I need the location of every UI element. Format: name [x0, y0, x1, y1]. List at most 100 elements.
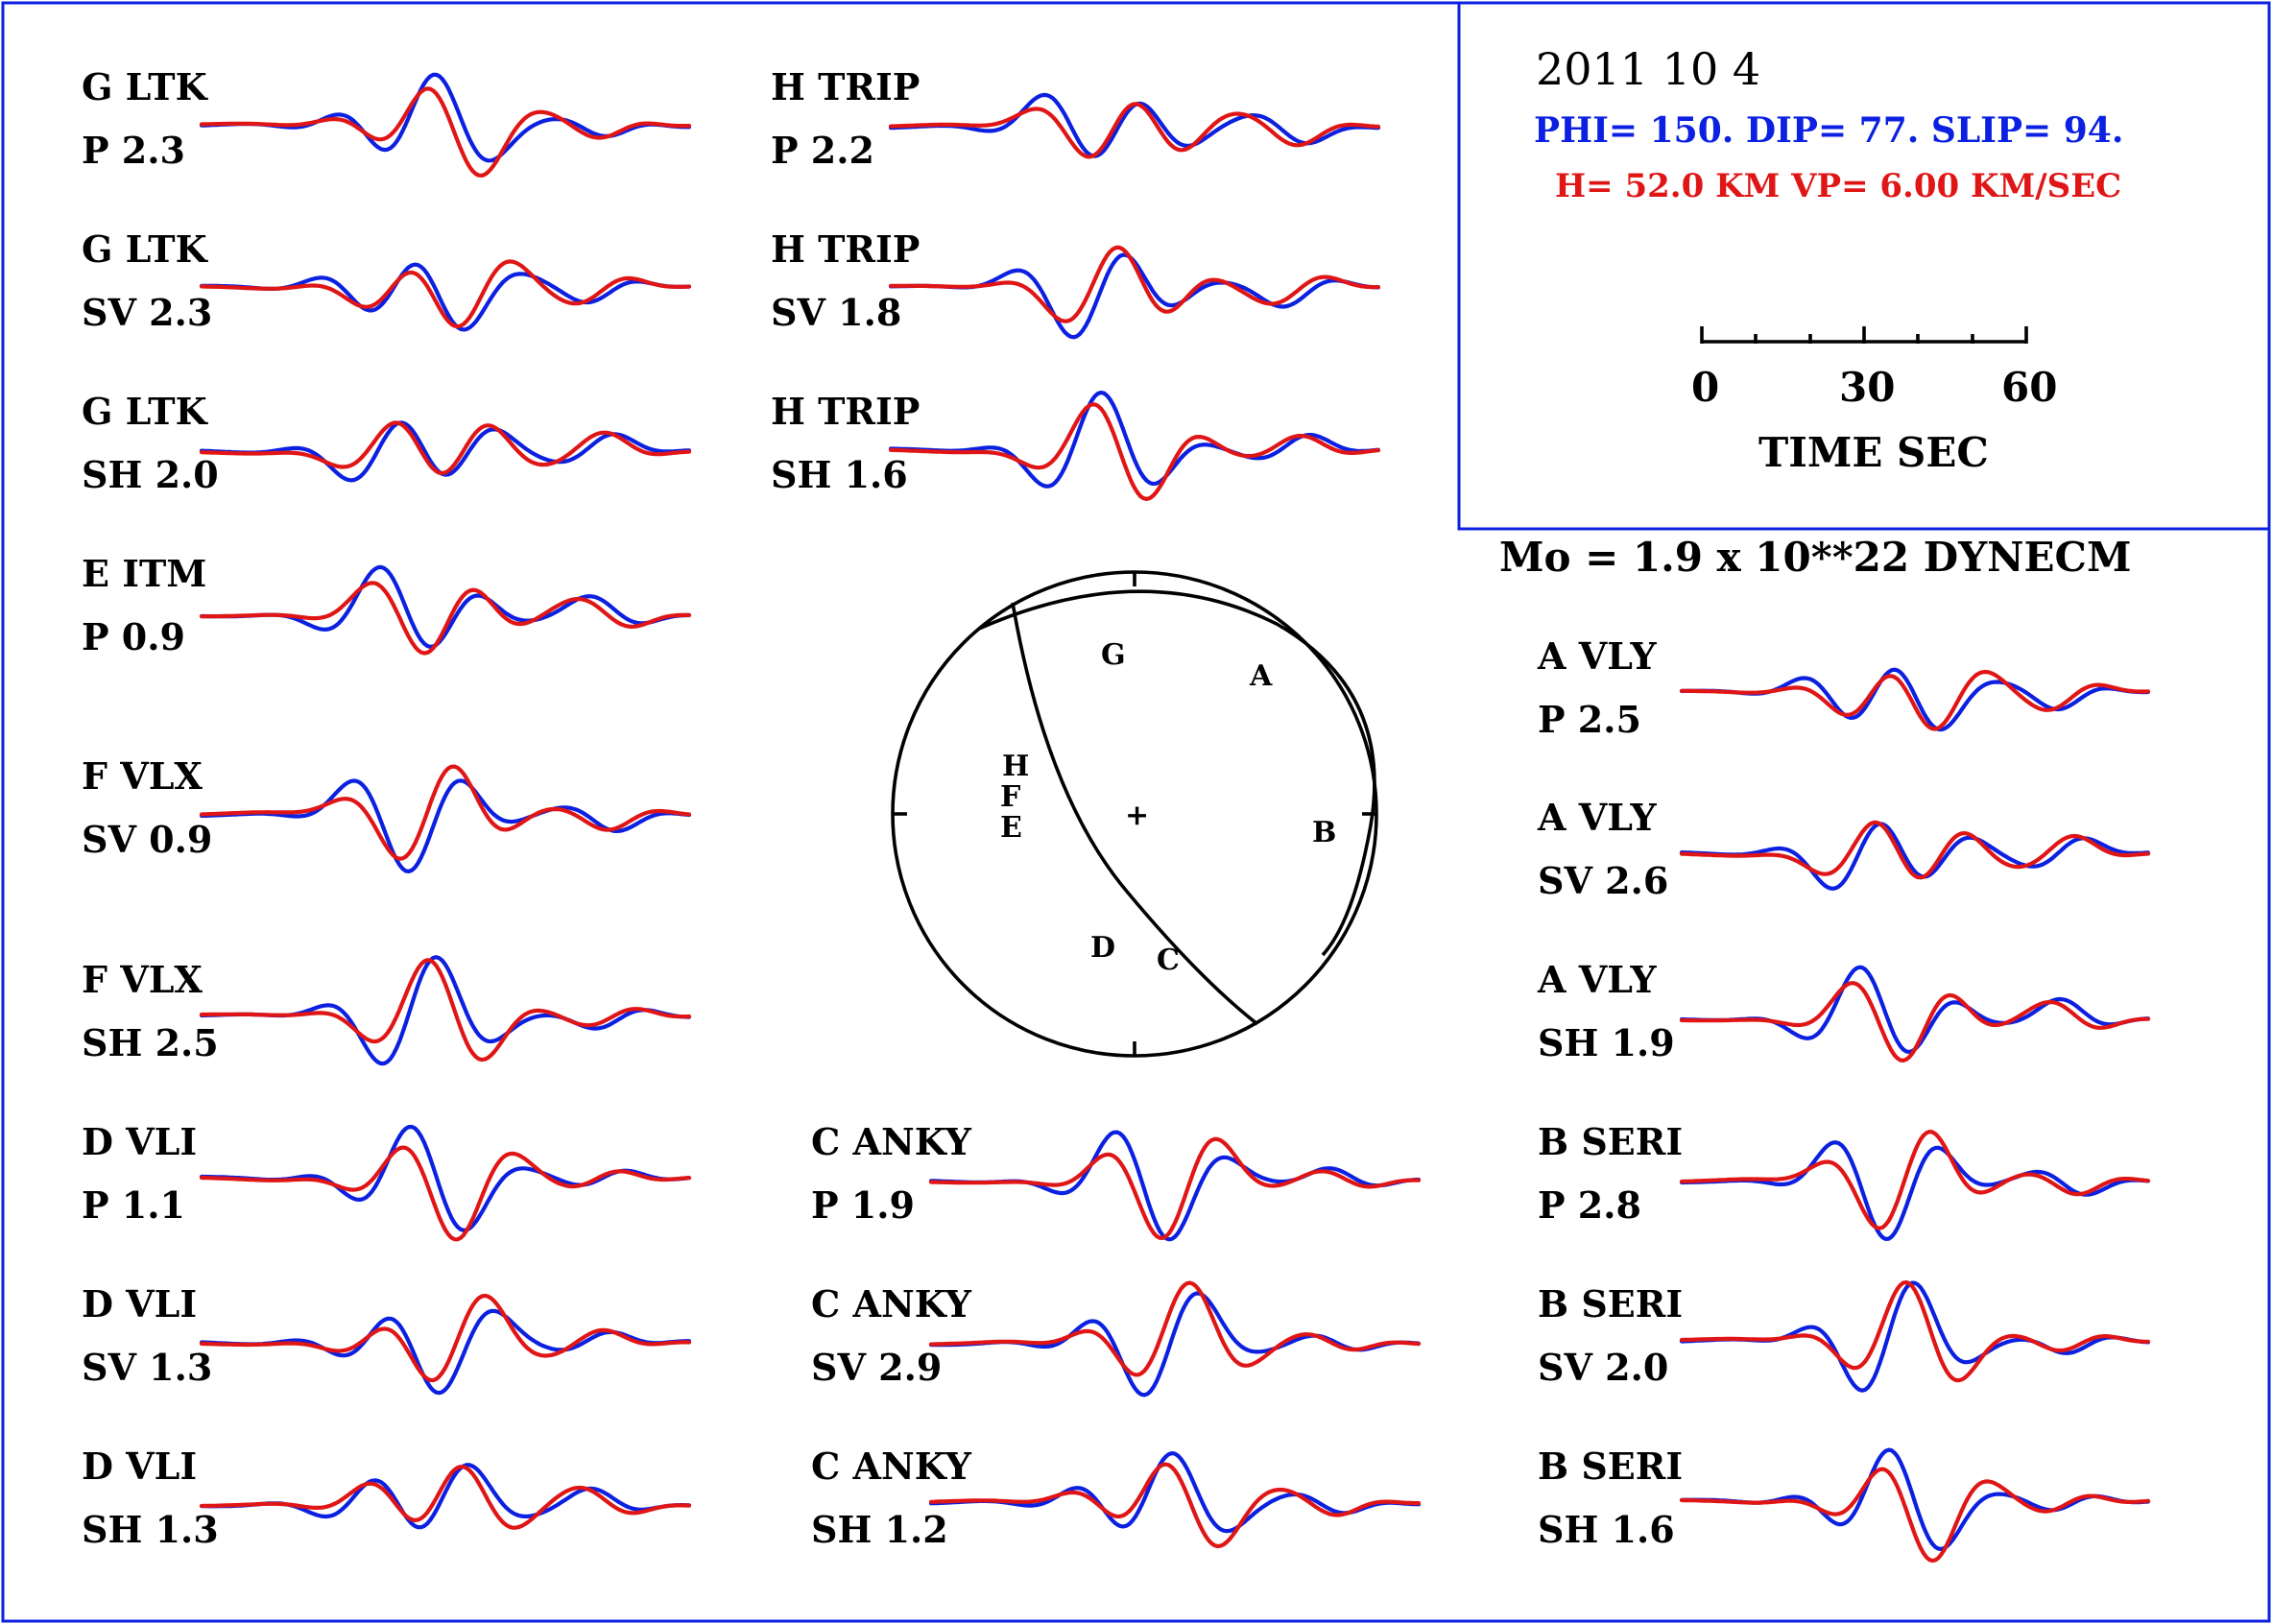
- trace-component-label: SV 1.8: [771, 291, 901, 334]
- trace-component-label: SV 2.0: [1538, 1346, 1668, 1389]
- observed-waveform: [1679, 667, 2151, 732]
- synthetic-waveform: [1679, 669, 2151, 731]
- observed-waveform: [199, 1463, 692, 1530]
- synthetic-waveform: [928, 1136, 1422, 1240]
- trace-station-label: D VLI: [82, 1120, 197, 1163]
- sphere-station-letter: A: [1249, 659, 1273, 693]
- trace-component-label: P 2.2: [771, 129, 874, 172]
- trace-station-label: G LTK: [82, 65, 209, 108]
- sphere-station-letter: H: [1002, 750, 1029, 783]
- observed-waveform: [199, 420, 692, 483]
- trace-station-label: H TRIP: [771, 390, 920, 433]
- observed-waveform: [888, 390, 1381, 489]
- observed-waveform: [1679, 1280, 2151, 1393]
- trace-station-label: B SERI: [1538, 1445, 1683, 1488]
- synthetic-waveform: [1679, 1130, 2151, 1230]
- synthetic-waveform: [199, 958, 692, 1063]
- scale-axis-label: TIME SEC: [1758, 429, 1989, 476]
- trace-station-label: H TRIP: [771, 227, 920, 271]
- trace-station-label: A VLY: [1537, 958, 1657, 1001]
- trace-station-label: H TRIP: [771, 65, 920, 108]
- nodal-plane: [1011, 602, 1259, 1026]
- synthetic-waveform: [888, 102, 1381, 159]
- seismic-moment: Mo = 1.9 x 10**22 DYNECM: [1499, 534, 2131, 581]
- synthetic-waveform: [199, 420, 692, 476]
- trace-component-label: SV 0.9: [82, 818, 212, 861]
- synthetic-waveform: [199, 1465, 692, 1530]
- scale-tick-label: 60: [2001, 364, 2057, 411]
- trace-station-label: C ANKY: [811, 1282, 972, 1325]
- trace-station-label: E ITM: [82, 552, 206, 595]
- waveform-traces: [199, 72, 2151, 1564]
- trace-station-label: F VLX: [82, 958, 203, 1001]
- trace-station-label: A VLY: [1537, 796, 1657, 839]
- trace-component-label: P 2.3: [82, 129, 185, 172]
- info-box: [1457, 1, 2271, 531]
- trace-component-label: P 2.5: [1538, 698, 1641, 741]
- synthetic-waveform: [928, 1462, 1422, 1549]
- trace-component-label: SV 2.6: [1538, 859, 1668, 902]
- synthetic-waveform: [199, 581, 692, 656]
- synthetic-waveform: [1679, 1467, 2151, 1564]
- observed-waveform: [199, 778, 692, 873]
- trace-station-label: A VLY: [1537, 634, 1657, 678]
- synthetic-waveform: [1679, 981, 2151, 1063]
- sphere-station-letter: F: [1000, 780, 1020, 814]
- synthetic-waveform: [1679, 1279, 2151, 1383]
- synthetic-waveform: [888, 245, 1381, 323]
- observed-waveform: [199, 955, 692, 1066]
- observed-waveform: [928, 1451, 1422, 1534]
- trace-component-label: P 0.9: [82, 615, 185, 658]
- observed-waveform: [1679, 1140, 2151, 1241]
- depth-velocity: H= 52.0 KM VP= 6.00 KM/SEC: [1555, 167, 2121, 205]
- sphere-station-letter: C: [1157, 943, 1180, 977]
- focal-sphere: +: [891, 570, 1378, 1058]
- trace-station-label: B SERI: [1538, 1120, 1683, 1163]
- trace-station-label: C ANKY: [811, 1120, 972, 1163]
- sphere-station-letter: E: [1000, 811, 1022, 845]
- trace-component-label: SV 2.9: [811, 1346, 942, 1389]
- trace-component-label: SH 1.3: [82, 1508, 219, 1551]
- synthetic-waveform: [888, 402, 1381, 501]
- trace-component-label: SV 1.3: [82, 1346, 212, 1389]
- sphere-center-mark: +: [1125, 799, 1149, 832]
- synthetic-waveform: [199, 1145, 692, 1242]
- trace-component-label: P 1.1: [82, 1183, 185, 1227]
- sphere-station-letter: G: [1101, 638, 1126, 672]
- trace-station-label: G LTK: [82, 227, 209, 271]
- synthetic-waveform: [199, 1293, 692, 1383]
- trace-component-label: SH 2.0: [82, 453, 219, 496]
- observed-waveform: [199, 1308, 692, 1396]
- time-scale-bar: [1700, 326, 2028, 344]
- trace-component-label: SH 1.6: [1538, 1508, 1675, 1551]
- synthetic-waveform: [199, 259, 692, 329]
- trace-station-label: G LTK: [82, 390, 209, 433]
- trace-component-label: P 2.8: [1538, 1183, 1641, 1227]
- nodal-plane: [978, 589, 1376, 957]
- trace-component-label: SV 2.3: [82, 291, 212, 334]
- trace-station-label: C ANKY: [811, 1445, 972, 1488]
- scale-tick-label: 0: [1691, 364, 1719, 411]
- scale-tick-label: 30: [1839, 364, 1895, 411]
- trace-station-label: D VLI: [82, 1282, 197, 1325]
- trace-component-label: SH 1.6: [771, 453, 908, 496]
- observed-waveform: [1679, 822, 2151, 891]
- trace-component-label: P 1.9: [811, 1183, 915, 1227]
- synthetic-waveform: [928, 1280, 1422, 1377]
- trace-component-label: SH 2.5: [82, 1021, 219, 1064]
- event-date: 2011 10 4: [1536, 43, 1760, 95]
- observed-waveform: [199, 72, 692, 163]
- synthetic-waveform: [199, 764, 692, 861]
- synthetic-waveform: [1679, 820, 2151, 880]
- mechanism-params: PHI= 150. DIP= 77. SLIP= 94.: [1534, 110, 2123, 151]
- trace-station-label: D VLI: [82, 1445, 197, 1488]
- sphere-station-letter: D: [1090, 931, 1115, 965]
- trace-station-label: F VLX: [82, 754, 203, 798]
- sphere-station-letter: B: [1312, 816, 1336, 849]
- trace-component-label: SH 1.9: [1538, 1021, 1675, 1064]
- trace-component-label: SH 1.2: [811, 1508, 948, 1551]
- synthetic-waveform: [199, 86, 692, 178]
- observed-waveform: [199, 564, 692, 649]
